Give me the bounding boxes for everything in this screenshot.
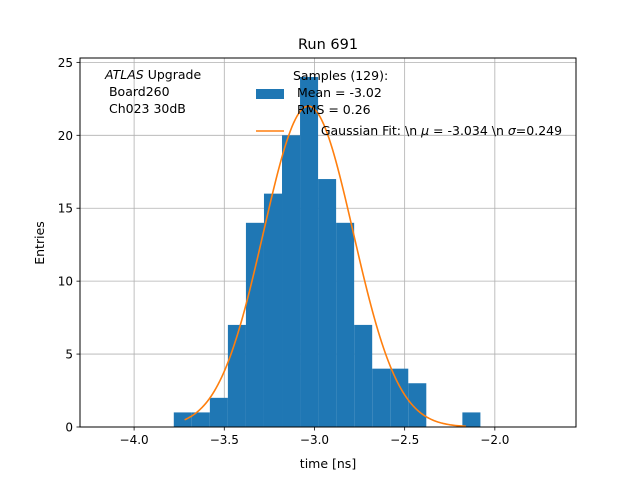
chart-title: Run 691 [298, 37, 358, 53]
histogram-bar [191, 412, 210, 427]
plot-frame [79, 57, 577, 428]
svg-text:ATLAS Upgrade: ATLAS Upgrade [104, 67, 201, 82]
annotation-upgrade: Upgrade [144, 67, 202, 82]
histogram-bar [173, 412, 192, 427]
annotation-channel: Ch023 30dB [105, 101, 186, 116]
histogram-bar [209, 397, 228, 427]
histogram-bar [372, 368, 391, 427]
histogram-bar [263, 193, 283, 427]
histogram-bar [390, 368, 409, 427]
legend-fit-mu: μ [420, 123, 429, 138]
axis-ticks: −4.0 −3.5 −3.0 −2.5 −2.0 0 5 10 15 20 25 [58, 56, 510, 447]
annotation-atlas: ATLAS [104, 67, 144, 82]
legend-samples-line2: Mean = -3.02 [293, 85, 382, 100]
legend-fit-suffix: =0.249 [516, 123, 562, 138]
y-tick-label: 20 [58, 129, 73, 143]
histogram-bar [408, 383, 427, 427]
gaussian-fit [184, 105, 467, 428]
y-tick-label: 25 [58, 56, 73, 70]
legend-fit-sigma: σ [508, 123, 517, 138]
legend-fit-mid: = -3.034 \n [429, 123, 508, 138]
y-tick-label: 5 [65, 348, 73, 362]
annotation-board: Board260 [105, 84, 170, 99]
y-tick-label: 15 [58, 202, 73, 216]
histogram-bars [173, 76, 481, 427]
histogram-bar [282, 135, 301, 427]
histogram-bar [336, 222, 355, 427]
atlas-annotation: ATLAS Upgrade Board260 Ch023 30dB [104, 67, 201, 116]
x-tick-label: −2.0 [480, 433, 509, 447]
fit-curve [184, 105, 467, 428]
legend: Samples (129): Mean = -3.02 RMS = 0.26 G… [256, 68, 582, 138]
svg-text:Gaussian Fit: \n μ = -3.034 \n: Gaussian Fit: \n μ = -3.034 \n σ=0.249 [293, 123, 582, 138]
histogram-bar [227, 324, 246, 427]
histogram-bar [462, 412, 481, 427]
y-tick-label: 0 [65, 421, 73, 435]
histogram-bar [318, 179, 337, 427]
x-tick-label: −4.0 [120, 433, 149, 447]
x-tick-label: −2.5 [390, 433, 419, 447]
histogram-bar [300, 76, 319, 427]
x-tick-label: −3.0 [300, 433, 329, 447]
legend-samples-line1: Samples (129): [293, 68, 388, 83]
y-axis-label: Entries [32, 221, 47, 265]
histogram-bar [354, 324, 373, 427]
x-axis-label: time [ns] [300, 456, 356, 471]
histogram-bar [245, 222, 264, 427]
legend-fit-prefix: Gaussian Fit: \n [321, 123, 421, 138]
legend-samples-line3: RMS = 0.26 [293, 102, 371, 117]
x-tick-label: −3.5 [210, 433, 239, 447]
legend-samples-swatch [256, 89, 284, 99]
y-tick-label: 10 [58, 275, 73, 289]
